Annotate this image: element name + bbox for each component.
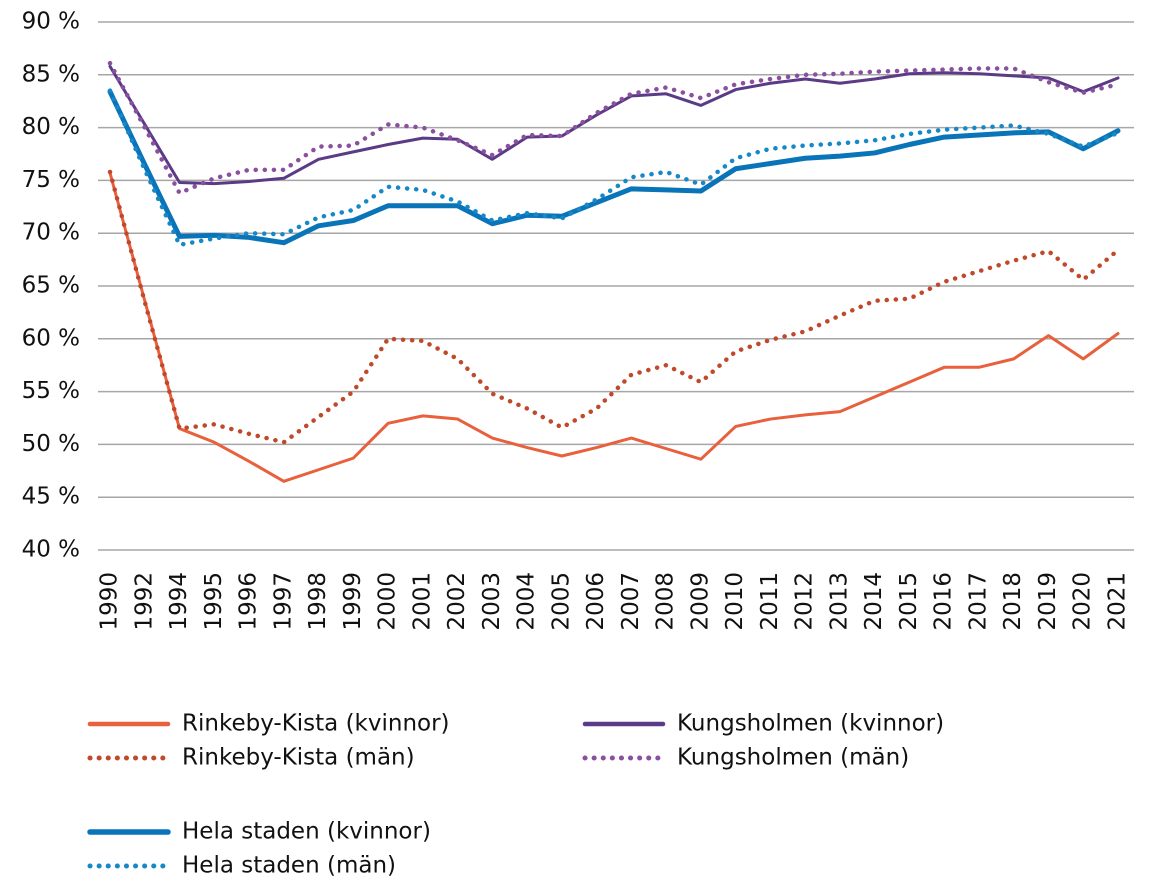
x-tick-label: 2001: [409, 572, 435, 631]
x-tick-label: 2007: [618, 572, 644, 631]
x-tick-label: 1999: [340, 572, 366, 631]
x-tick-label: 1998: [305, 572, 331, 631]
x-tick-label: 2019: [1035, 572, 1061, 631]
y-tick-label: 65 %: [22, 273, 80, 299]
x-tick-label: 2002: [444, 572, 470, 631]
y-tick-label: 75 %: [22, 167, 80, 193]
series-line: [107, 60, 1121, 196]
y-tick-label: 70 %: [22, 220, 80, 246]
series-line: [107, 88, 1121, 248]
legend-label: Hela staden (män): [182, 853, 396, 879]
x-tick-label: 1994: [166, 572, 192, 631]
series-line: [108, 64, 1120, 186]
x-tick-label: 1990: [97, 572, 123, 631]
y-tick-label: 45 %: [22, 484, 80, 510]
x-tick-label: 2016: [931, 572, 957, 631]
x-tick-label: 1992: [131, 572, 157, 631]
y-tick-label: 85 %: [22, 61, 80, 87]
x-tick-label: 2020: [1070, 572, 1096, 631]
y-tick-label: 50 %: [22, 431, 80, 457]
y-tick-label: 60 %: [22, 325, 80, 351]
x-tick-label: 1995: [201, 572, 227, 631]
x-tick-label: 1997: [270, 572, 296, 631]
legend-label: Rinkeby-Kista (män): [182, 745, 415, 771]
legend-label: Hela staden (kvinnor): [182, 819, 431, 845]
legend-label: Rinkeby-Kista (kvinnor): [182, 711, 450, 737]
series-line: [107, 169, 1121, 445]
legend-label: Kungsholmen (kvinnor): [677, 711, 944, 737]
x-tick-label: 2005: [548, 572, 574, 631]
x-tick-label: 2003: [479, 572, 505, 631]
x-tick-label: 2012: [792, 572, 818, 631]
x-tick-label: 2000: [375, 572, 401, 631]
x-tick-label: 2009: [687, 572, 713, 631]
y-tick-label: 55 %: [22, 378, 80, 404]
x-tick-label: 2004: [514, 572, 540, 631]
x-tick-label: 2015: [896, 572, 922, 631]
y-tick-label: 40 %: [22, 537, 80, 563]
series-line: [107, 89, 1121, 246]
x-tick-label: 2013: [826, 572, 852, 631]
x-tick-label: 1996: [236, 572, 262, 631]
y-tick-label: 80 %: [22, 114, 80, 140]
x-tick-label: 2018: [1000, 572, 1026, 631]
x-tick-label: 2011: [757, 572, 783, 631]
x-tick-label: 2010: [722, 572, 748, 631]
series-line: [108, 171, 1120, 483]
x-tick-label: 2017: [965, 572, 991, 631]
legend-label: Kungsholmen (män): [677, 745, 909, 771]
x-tick-label: 2014: [861, 572, 887, 631]
x-tick-label: 2021: [1105, 572, 1131, 631]
y-tick-label: 90 %: [22, 9, 80, 35]
x-tick-label: 2008: [653, 572, 679, 631]
x-tick-label: 2006: [583, 572, 609, 631]
